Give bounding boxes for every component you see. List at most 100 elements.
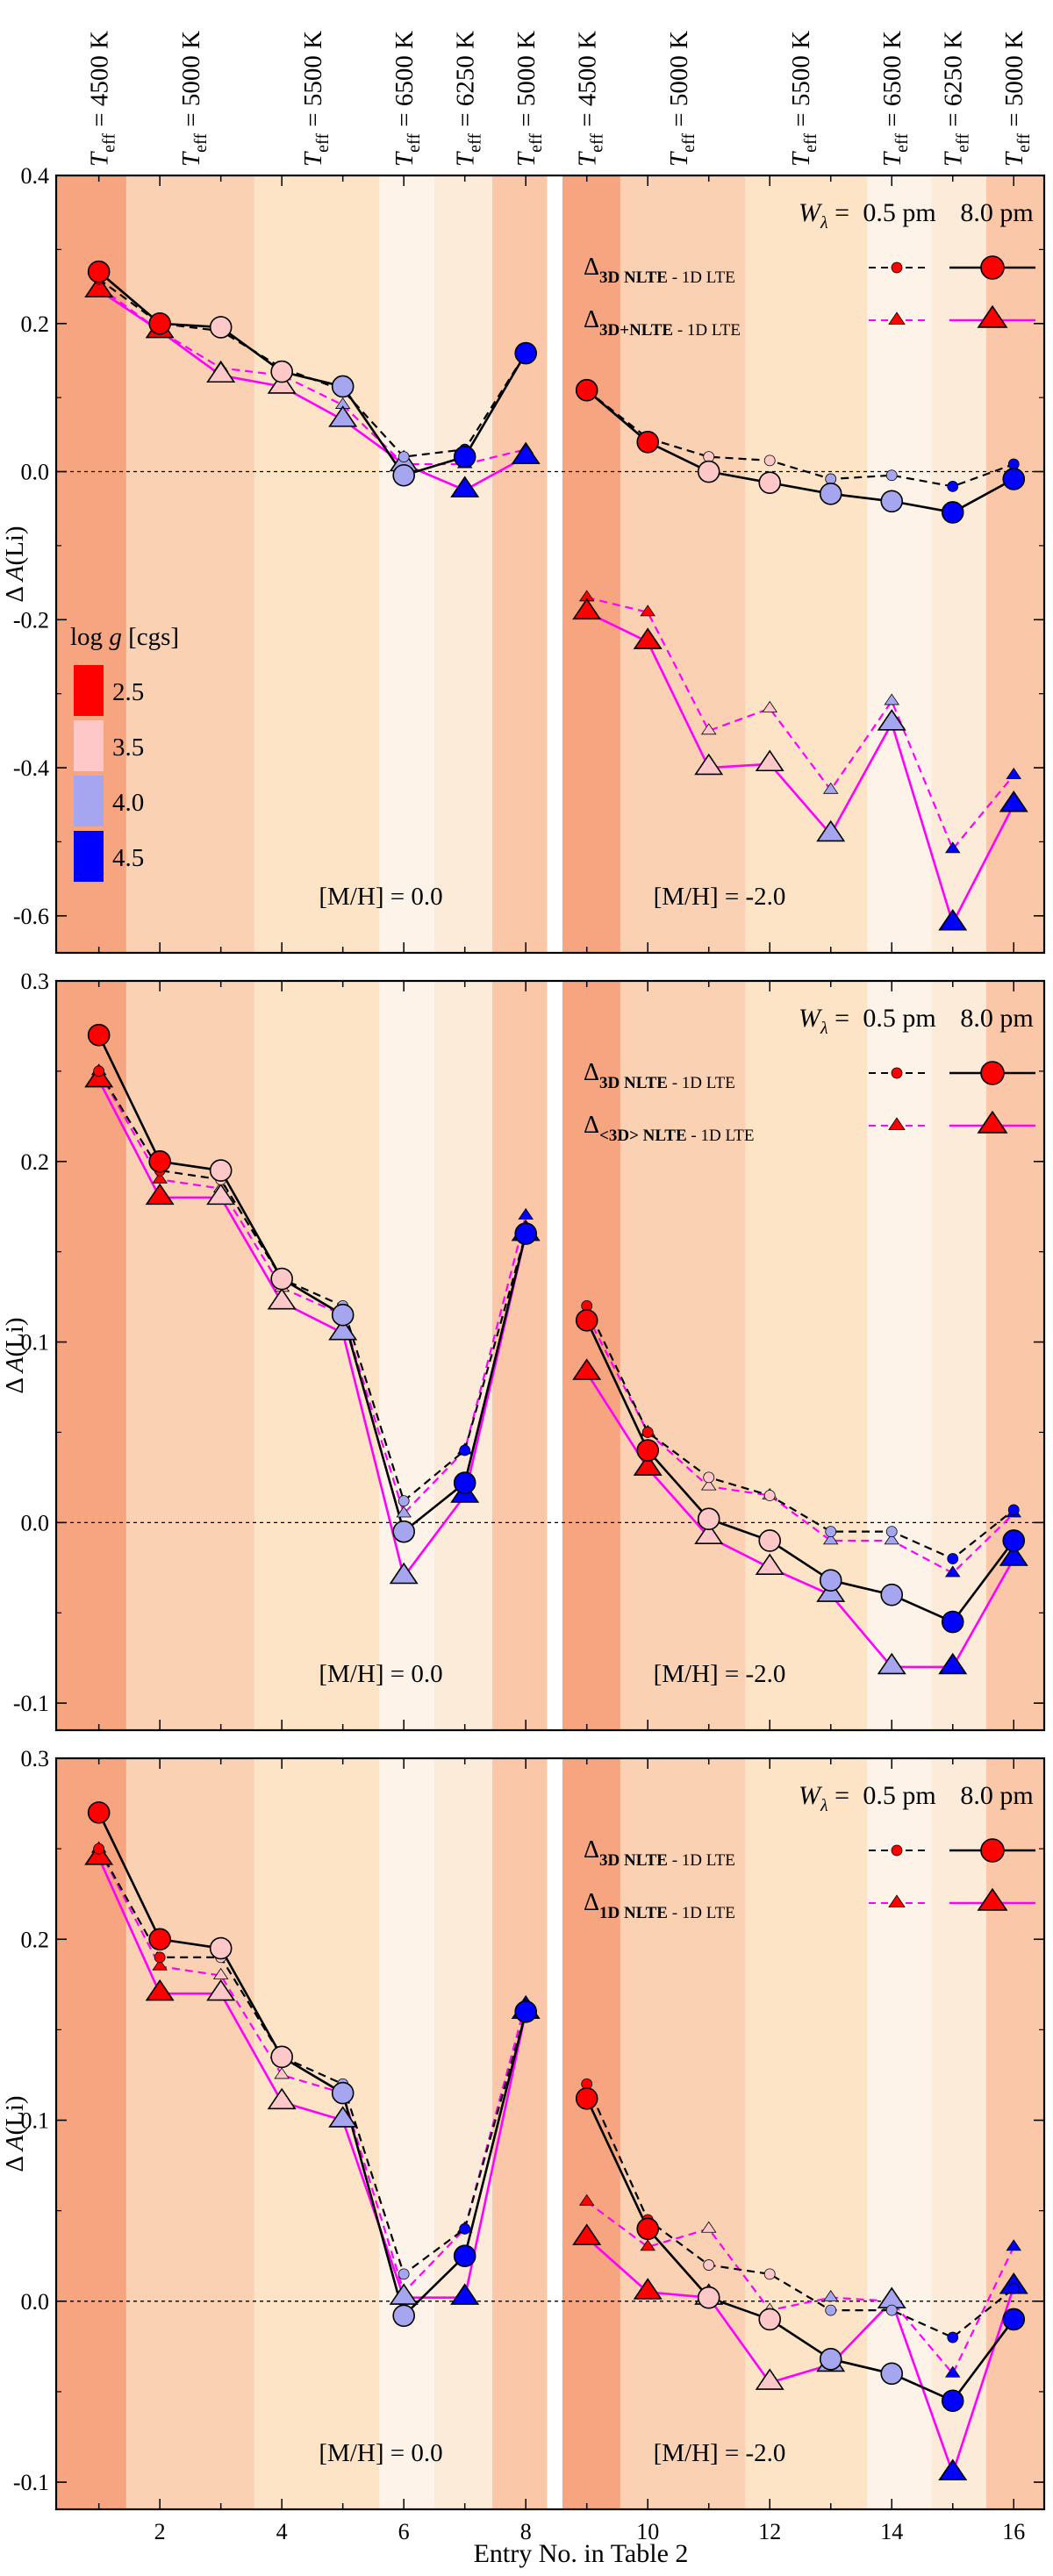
teff-band (433, 1758, 492, 2509)
ref-weak-point (641, 1427, 654, 1438)
y-tick-label: -0.4 (13, 755, 49, 781)
comparison-strong-point (206, 1979, 236, 2001)
y-axis-label: Δ A(Li) (1, 2095, 29, 2172)
comparison-strong-point (938, 908, 968, 931)
comparison-strong-point (877, 709, 906, 731)
x-tick-label: 16 (1002, 2519, 1025, 2544)
ref-strong-point (87, 260, 111, 283)
legend-series-label: Δ<3D> NLTE - 1D LTE (584, 1112, 755, 1145)
legend-strong-marker (980, 255, 1005, 280)
ref-strong-point (209, 1159, 233, 1182)
comparison-strong-point (206, 1183, 236, 1206)
comparison-strong-point (755, 2368, 784, 2390)
x-tick-label: 10 (636, 2519, 659, 2544)
legend-strong-marker (977, 1110, 1008, 1134)
ref-strong-point (636, 2217, 660, 2241)
comparison-weak-point (700, 1478, 717, 1491)
y-tick-label: 0.1 (21, 1330, 50, 1356)
y-axis-label: Δ A(Li) (1, 1317, 29, 1393)
ref-strong-point (575, 378, 598, 402)
logg-value: 4.0 (112, 789, 144, 817)
comparison-weak-point (640, 2239, 655, 2251)
legend-weak-label: 0.5 pm (863, 1004, 935, 1033)
legend-wavelength: Wλ = (799, 1781, 849, 1815)
ref-strong-point (636, 1439, 660, 1462)
logg-value: 4.5 (112, 844, 144, 872)
ref-weak-point (703, 1471, 715, 1484)
ref-strong-point (941, 1610, 964, 1634)
ref-strong-point (941, 501, 964, 524)
comparison-strong-point (84, 1065, 114, 1088)
ref-strong-point (819, 483, 842, 505)
plot-frame (54, 1757, 1046, 2511)
comparison-weak-point (700, 2221, 717, 2233)
x-tick-label: 8 (520, 2519, 532, 2544)
y-tick-label: -0.1 (13, 2470, 49, 2495)
legend-series-label: Δ3D+NLTE - 1D LTE (584, 306, 741, 340)
series-comparison-strong-line (585, 1371, 1015, 1669)
comparison-strong-point (755, 749, 784, 772)
ref-weak-point (398, 451, 410, 463)
comparison-strong-point (328, 405, 358, 427)
comparison-strong-point (267, 1288, 297, 1310)
panel-gap (547, 1758, 562, 2509)
comparison-strong-point (450, 2283, 480, 2305)
comparison-strong-point (84, 1843, 114, 1865)
ref-strong-point (758, 1529, 782, 1552)
ref-strong-point (697, 460, 720, 483)
comparison-strong-point (206, 361, 236, 383)
ref-weak-point (885, 469, 898, 482)
y-tick-label: -0.2 (13, 607, 49, 633)
legend-weak-marker (891, 1844, 903, 1857)
comparison-strong-point (938, 1652, 968, 1675)
x-tick-label: 6 (398, 2519, 410, 2544)
logg-swatch (74, 776, 104, 826)
comparison-strong-point (511, 442, 541, 464)
series-comparison-weak-line (585, 1314, 1015, 1575)
panel-gap (547, 981, 562, 1730)
ref-strong-point (880, 1583, 904, 1606)
comparison-strong-point (999, 1544, 1028, 1566)
panel-2: -0.1 0.0 0.1 0.2 0.3 Δ A(Li) [M/H] = 0.0 [M/H] … (1, 969, 1046, 1732)
ref-strong-point (880, 490, 904, 513)
teff-band (931, 1758, 986, 2509)
teff-label: Teff = 5500 K (299, 31, 333, 167)
x-tick-label: 12 (758, 2519, 781, 2544)
comparison-strong-point (694, 753, 724, 776)
teff-band (125, 175, 254, 953)
ref-weak-point (763, 2268, 776, 2280)
ref-strong-point (453, 2244, 476, 2268)
comparison-strong-point (633, 627, 663, 649)
ref-strong-point (87, 1023, 111, 1047)
legend-strong-marker (977, 1887, 1008, 1911)
ref-strong-point (392, 2304, 415, 2328)
ref-weak-point (703, 2259, 715, 2271)
ref-strong-point (392, 1520, 415, 1543)
comparison-weak-point (152, 1171, 168, 1184)
logg-value: 3.5 (112, 733, 144, 762)
ref-weak-point (763, 454, 776, 467)
ref-weak-point (459, 1444, 471, 1456)
ref-strong-point (331, 375, 355, 398)
teff-band (491, 175, 548, 953)
teff-band (125, 981, 254, 1730)
teff-label: Teff = 5000 K (512, 31, 546, 167)
comparison-strong-point (145, 1979, 175, 2001)
comparison-strong-point (267, 372, 297, 394)
legend-strong-marker (980, 1838, 1005, 1863)
x-tick-label: 4 (276, 2519, 288, 2544)
metallicity-label: [M/H] = -2.0 (654, 883, 786, 911)
legend-series-label: Δ1D NLTE - 1D LTE (584, 1889, 735, 1922)
teff-band (491, 1758, 548, 2509)
series-comparison-strong-line (586, 611, 1015, 925)
teff-band (745, 175, 868, 953)
logg-swatch (74, 831, 104, 882)
ref-strong-point (758, 471, 782, 494)
teff-label: Teff = 5000 K (177, 31, 211, 167)
comparison-weak-point (212, 1967, 229, 1979)
series-comparison-weak-line (97, 1070, 527, 1515)
teff-band (379, 981, 434, 1730)
y-tick-label: 0.2 (21, 1927, 50, 1952)
ref-strong-point (1002, 468, 1026, 490)
ref-strong-point (331, 1303, 355, 1327)
